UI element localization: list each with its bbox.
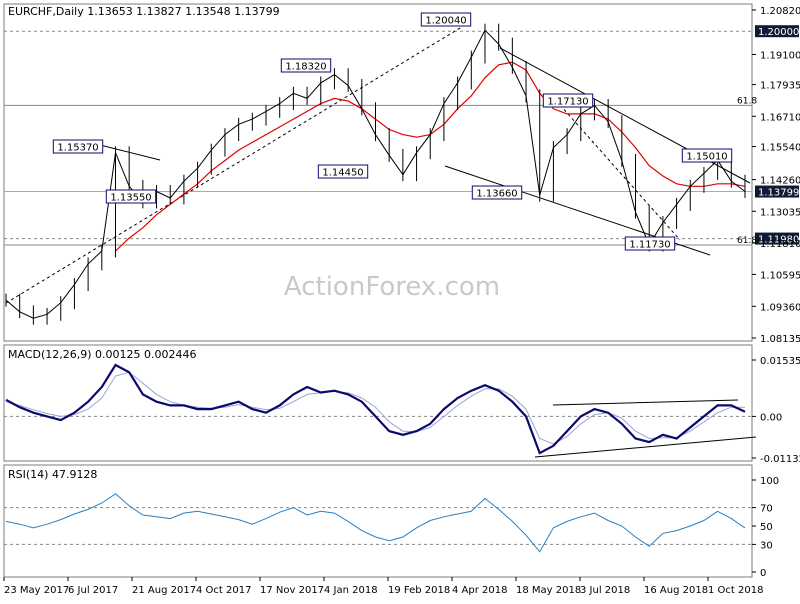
annotation-box bbox=[317, 164, 369, 179]
price-annotations: 1.20040 1.18320 1.17130 1.15370 1.15010 1.144… bbox=[52, 12, 733, 251]
price-y-tick-label: 1.17935 bbox=[760, 81, 800, 92]
macd-series-group bbox=[4, 363, 752, 455]
price-close-line bbox=[5, 29, 746, 319]
macd-header: MACD(12,26,9) 0.00125 0.002446 bbox=[8, 348, 197, 361]
annotation-label: 1.13550 bbox=[110, 193, 151, 204]
annotation-label: 1.17130 bbox=[547, 97, 588, 108]
annotation-label: 1.11730 bbox=[629, 240, 670, 251]
price-y-tick-label: 1.15540 bbox=[760, 143, 800, 154]
price-y-tick-label: 1.20820 bbox=[760, 6, 800, 17]
rsi-y-tick-label: 70 bbox=[760, 504, 773, 515]
annotation-label: 1.14450 bbox=[322, 168, 363, 179]
price-hline-badge-1 bbox=[755, 232, 799, 245]
macd-y-tick-label: 0.01535 bbox=[760, 356, 800, 367]
price-panel-frame bbox=[3, 3, 753, 342]
annotation-box bbox=[280, 58, 332, 73]
x-tick-label: 1 Oct 2018 bbox=[708, 585, 763, 596]
price-hline-label-1: 1.11980 bbox=[758, 235, 799, 246]
rsi-y-tick-label: 100 bbox=[760, 476, 779, 487]
current-price-badge bbox=[755, 185, 799, 198]
annotation-box bbox=[420, 12, 472, 27]
price-y-tick-label: 1.09360 bbox=[760, 302, 800, 313]
x-tick-label: 16 Aug 2018 bbox=[644, 585, 708, 596]
annotation-box bbox=[681, 148, 733, 163]
annotation-label: 1.20040 bbox=[425, 16, 466, 27]
annotation-box bbox=[542, 93, 594, 108]
price-hline-badge-0 bbox=[755, 25, 799, 38]
x-tick-label: 19 Feb 2018 bbox=[388, 585, 450, 596]
price-y-tick-label: 1.14260 bbox=[760, 176, 800, 187]
watermark: ActionForex.com bbox=[284, 272, 500, 302]
annotation-label: 1.18320 bbox=[285, 62, 326, 73]
dashed-retrace-line bbox=[559, 104, 681, 241]
x-tick-label: 4 Oct 2017 bbox=[196, 585, 251, 596]
annotation-box bbox=[52, 139, 104, 154]
price-y-tick-label: 1.11810 bbox=[760, 239, 800, 250]
price-y-tick-label: 1.16710 bbox=[760, 112, 800, 123]
price-series-group bbox=[5, 23, 746, 325]
macd-panel-frame bbox=[3, 344, 753, 462]
x-tick-label: 21 Aug 2017 bbox=[132, 585, 196, 596]
annotation-box bbox=[471, 185, 523, 200]
x-tick-label: 4 Apr 2018 bbox=[452, 585, 507, 596]
rsi-y-tick-label: 0 bbox=[760, 568, 766, 579]
macd-signal-line bbox=[5, 371, 746, 445]
x-tick-label: 6 Jul 2017 bbox=[68, 585, 118, 596]
trendline-1-1537 bbox=[99, 144, 161, 161]
dashed-uptrend-line bbox=[5, 21, 471, 304]
price-hline-label-0: 1.20000 bbox=[758, 27, 799, 38]
rsi-y-tick-label: 50 bbox=[760, 522, 773, 533]
annotation-label: 1.15010 bbox=[686, 152, 727, 163]
rsi-line bbox=[5, 493, 746, 553]
macd-lower-line bbox=[534, 436, 757, 458]
macd-y-tick-label: -0.01132 bbox=[760, 454, 800, 465]
price-y-tick-label: 1.13035 bbox=[760, 207, 800, 218]
instrument-header: EURCHF,Daily 1.13653 1.13827 1.13548 1.1… bbox=[8, 5, 280, 18]
rsi-header: RSI(14) 47.9128 bbox=[8, 468, 97, 481]
annotation-label: 1.13660 bbox=[476, 189, 517, 200]
fib-label-3: 61.8 bbox=[737, 236, 757, 246]
fib-label-2: 61.8 bbox=[737, 96, 757, 106]
x-tick-label: 4 Jan 2018 bbox=[324, 585, 378, 596]
price-y-tick-label: 1.10595 bbox=[760, 270, 800, 281]
x-tick-label: 17 Nov 2017 bbox=[260, 585, 324, 596]
price-y-tick-label: 1.08135 bbox=[760, 334, 800, 345]
price-y-tick-label: 1.19100 bbox=[760, 50, 800, 61]
macd-line bbox=[5, 363, 746, 455]
annotation-box bbox=[105, 189, 157, 204]
annotation-label: 1.15370 bbox=[57, 143, 98, 154]
x-tick-label: 3 Jul 2018 bbox=[580, 585, 630, 596]
current-price-label: 1.13799 bbox=[758, 188, 799, 199]
rsi-series-group bbox=[4, 493, 752, 553]
channel-upper-line bbox=[499, 47, 751, 184]
macd-upper-line bbox=[552, 399, 739, 406]
trendlines bbox=[5, 21, 757, 458]
annotation-box bbox=[624, 236, 676, 251]
rsi-panel-frame bbox=[3, 464, 753, 578]
macd-y-tick-label: 0.00 bbox=[760, 412, 782, 423]
x-tick-label: 23 May 2017 bbox=[4, 585, 69, 596]
x-tick-label: 18 May 2018 bbox=[516, 585, 581, 596]
rsi-y-tick-label: 30 bbox=[760, 540, 773, 551]
y-axis-labels: 1.20820 1.19100 1.17935 1.16710 1.15540 1.142… bbox=[752, 6, 800, 579]
